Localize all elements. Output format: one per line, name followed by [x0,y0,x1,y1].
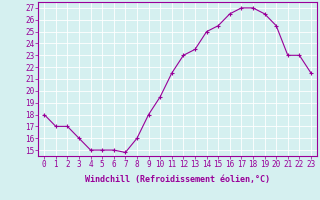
X-axis label: Windchill (Refroidissement éolien,°C): Windchill (Refroidissement éolien,°C) [85,175,270,184]
